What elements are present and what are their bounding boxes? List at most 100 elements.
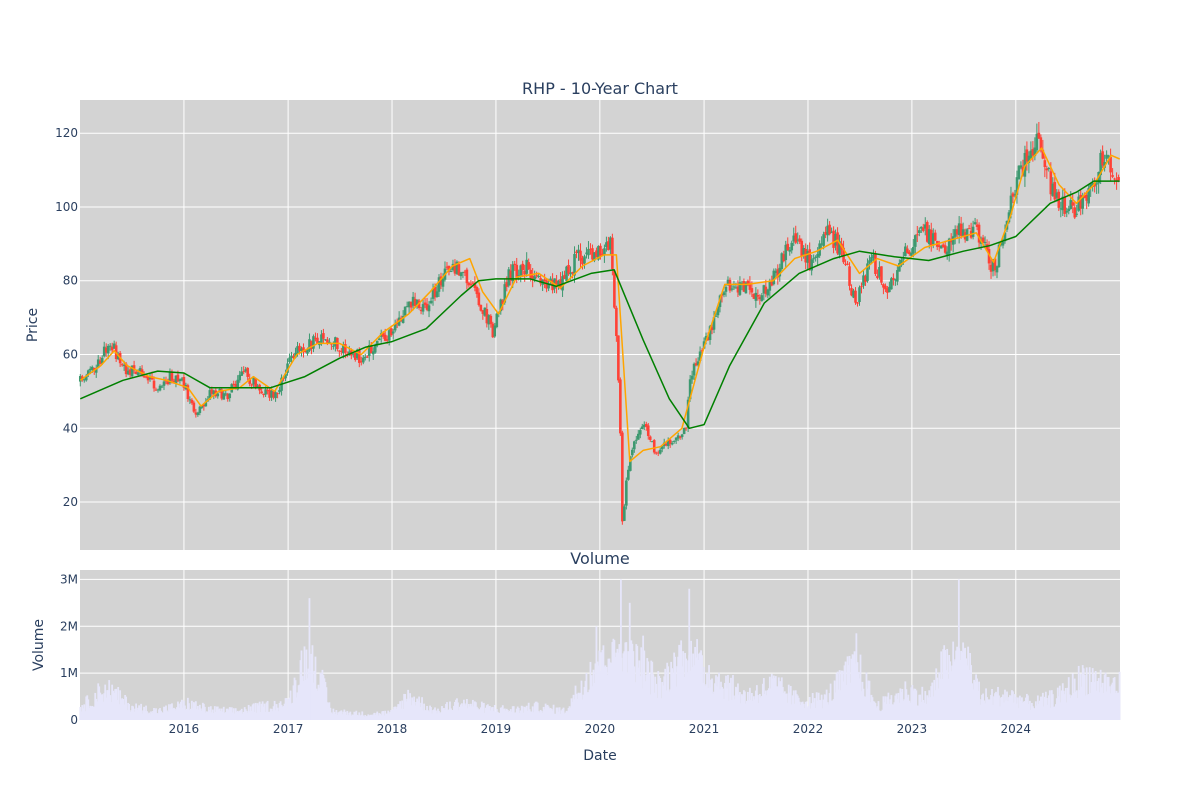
price-candle-body <box>320 334 323 343</box>
volume-bar <box>758 693 761 720</box>
price-candle-body <box>619 379 622 434</box>
volume-bar <box>806 707 809 720</box>
volume-bar <box>109 695 112 720</box>
volume-bar <box>607 658 610 720</box>
volume-bar <box>928 690 931 720</box>
volume-bar <box>320 673 323 720</box>
volume-bar <box>369 714 372 720</box>
price-candle-body <box>244 369 247 372</box>
volume-bar <box>967 646 970 720</box>
price-candle-body <box>991 260 995 272</box>
price-candle-body <box>567 265 570 274</box>
price-candle-body <box>995 266 999 273</box>
volume-bar <box>467 708 469 720</box>
price-candle-body <box>874 253 877 274</box>
volume-bar <box>92 706 95 720</box>
volume-bar <box>338 711 341 720</box>
volume-bar <box>374 714 377 720</box>
volume-bar <box>938 672 941 720</box>
volume-bar <box>623 651 626 720</box>
volume-bar <box>1044 691 1047 720</box>
volume-bar <box>245 710 248 720</box>
volume-bar <box>1025 697 1027 720</box>
volume-bar <box>318 687 321 720</box>
volume-bar <box>1116 693 1119 720</box>
price-candle-body <box>870 257 873 262</box>
volume-bar <box>397 704 400 720</box>
volume-bar <box>183 700 185 720</box>
volume-bar <box>417 701 419 720</box>
volume-bar <box>402 708 405 720</box>
volume-bar <box>540 711 543 720</box>
volume-bar <box>79 707 82 720</box>
volume-bar <box>601 649 604 720</box>
volume-bar <box>233 713 236 720</box>
volume-bar <box>792 690 795 720</box>
volume-bar <box>85 696 88 720</box>
volume-bar <box>1068 694 1071 720</box>
volume-bar <box>1088 667 1091 720</box>
volume-bar <box>403 693 406 720</box>
price-candle-body <box>736 286 740 293</box>
volume-bar <box>690 640 693 720</box>
price-candle-body <box>202 404 206 407</box>
volume-bar <box>279 701 282 720</box>
volume-bar <box>539 709 542 720</box>
price-candle-body <box>126 370 130 375</box>
price-y-tick-label: 20 <box>63 495 78 509</box>
volume-bar <box>235 711 238 720</box>
volume-bar <box>876 706 879 720</box>
price-candle-body <box>132 365 136 371</box>
volume-bar-spike <box>308 598 311 720</box>
volume-bar <box>872 701 875 720</box>
price-candle-body <box>993 258 997 271</box>
volume-bar <box>516 706 519 720</box>
price-candle-body <box>943 245 947 253</box>
volume-bar <box>254 702 257 720</box>
volume-bar <box>1081 665 1084 720</box>
volume-bar <box>1046 704 1049 720</box>
volume-bar <box>801 701 804 720</box>
volume-bar <box>1014 694 1016 720</box>
volume-bar <box>527 702 530 720</box>
volume-bar <box>186 708 188 720</box>
price-candle-body <box>876 275 879 279</box>
volume-bar <box>552 704 555 720</box>
price-candle-body <box>638 430 642 435</box>
volume-bar <box>1045 698 1048 720</box>
volume-bar <box>1027 704 1030 720</box>
volume-bar <box>788 692 791 720</box>
price-candle-body <box>134 371 138 375</box>
volume-bar <box>317 684 320 720</box>
volume-bar <box>396 706 399 720</box>
volume-bar <box>799 704 802 720</box>
volume-bar <box>232 708 235 720</box>
volume-bar <box>373 712 376 720</box>
volume-bar <box>846 656 849 720</box>
price-candle-body <box>365 356 369 358</box>
volume-bar <box>292 685 295 720</box>
price-candle-body <box>453 264 457 274</box>
volume-bar <box>275 704 278 720</box>
volume-bar <box>896 698 899 720</box>
volume-bar <box>440 712 442 720</box>
volume-bar <box>774 676 777 720</box>
volume-bar <box>1077 665 1080 720</box>
price-candle-body <box>583 256 586 264</box>
volume-bar <box>895 693 898 720</box>
volume-bar <box>627 651 630 720</box>
volume-bar <box>893 702 896 720</box>
volume-bar <box>473 701 476 720</box>
volume-bar <box>1096 681 1099 720</box>
volume-bar <box>1053 706 1056 720</box>
price-candle-body <box>174 375 178 384</box>
price-candle-body <box>820 243 823 245</box>
volume-bar <box>579 692 582 720</box>
price-candle-body <box>383 334 387 341</box>
price-candle-body <box>1033 147 1037 157</box>
volume-bar <box>489 710 492 720</box>
volume-bar <box>555 707 558 720</box>
price-candle-body <box>858 287 861 303</box>
volume-bar <box>983 700 985 720</box>
price-candle-body <box>929 229 933 246</box>
